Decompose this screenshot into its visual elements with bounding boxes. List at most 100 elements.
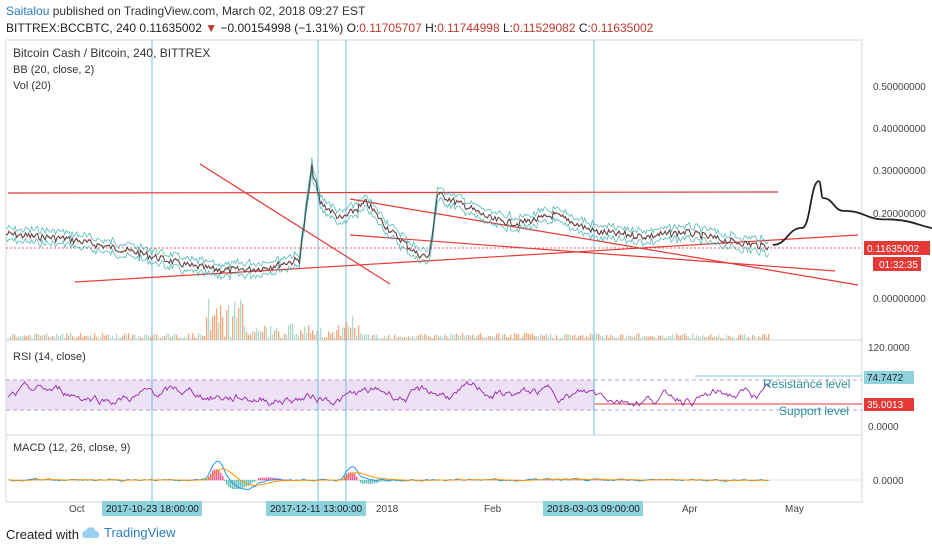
descending-trendline-1[interactable]	[199, 163, 391, 285]
volume-bar	[26, 336, 28, 340]
volume-bar	[728, 335, 730, 340]
volume-bar	[496, 333, 498, 340]
volume-bar	[608, 337, 610, 340]
macd-series[interactable]	[7, 460, 769, 491]
volume-bar	[540, 334, 542, 340]
macd-hist-bar	[376, 480, 378, 484]
volume-bar	[466, 334, 468, 340]
signal-series[interactable]	[8, 468, 768, 486]
volume-bar	[110, 338, 112, 340]
volume-bar	[114, 338, 116, 340]
volume-bar	[292, 323, 294, 340]
support-trendline[interactable]	[74, 234, 859, 283]
main-pane[interactable]	[5, 39, 863, 341]
volume-bar	[58, 336, 60, 340]
volume-bar	[542, 335, 544, 340]
volume-bar	[274, 330, 276, 340]
volume-bar	[450, 333, 452, 340]
volume-bar	[760, 337, 762, 340]
volume-bar	[54, 337, 56, 340]
chart-frame[interactable]: Bitcoin Cash / Bitcoin, 240, BITTREX BB …	[0, 38, 932, 518]
chart-canvas[interactable]: Bitcoin Cash / Bitcoin, 240, BITTREX BB …	[0, 38, 932, 518]
volume-bar	[524, 333, 526, 340]
volume-bar	[118, 337, 120, 340]
volume-bar	[512, 338, 514, 340]
macd-hist-bar	[560, 480, 562, 481]
volume-bar	[736, 338, 738, 340]
volume-bar	[478, 334, 480, 340]
volume-bar	[674, 338, 676, 340]
volume-bar	[284, 333, 286, 340]
price-series[interactable]	[5, 164, 770, 275]
volume-bar	[210, 330, 212, 340]
volume-bar	[650, 336, 652, 340]
volume-bar	[604, 338, 606, 340]
volume-bar	[502, 334, 504, 340]
projection-series[interactable]	[772, 180, 932, 246]
macd-hist-bar	[240, 480, 242, 489]
macd-hist-bar	[602, 479, 604, 481]
volume-bar	[612, 336, 614, 340]
volume-bar	[196, 338, 198, 340]
volume-bar	[416, 335, 418, 340]
macd-hist-bar	[384, 480, 386, 482]
volume-bar	[510, 334, 512, 340]
tradingview-logo[interactable]: TradingView	[80, 525, 176, 540]
volume-bar	[94, 333, 96, 340]
macd-hist-bar	[214, 469, 216, 481]
volume-bar	[280, 337, 282, 340]
bb-line-1	[5, 170, 769, 281]
macd-hist-bar	[350, 472, 352, 481]
volume-bar	[262, 331, 264, 340]
author-link[interactable]: Saitalou	[6, 4, 50, 18]
volume-bar	[702, 335, 704, 340]
volume-bar	[278, 331, 280, 340]
low-value: 0.11529082	[512, 21, 576, 35]
rsi-series[interactable]	[7, 380, 769, 408]
volume-bar	[332, 332, 334, 340]
y-tick-000: 0.00000000	[873, 294, 926, 305]
volume-bar	[294, 334, 296, 340]
resistance-level-text: Resistance level	[763, 377, 850, 391]
volume-bar	[204, 336, 206, 340]
resistance-trendline[interactable]	[7, 191, 779, 194]
volume-bar	[636, 334, 638, 340]
macd-hist-bar	[266, 477, 268, 481]
volume-bar	[394, 334, 396, 340]
volume-bar	[464, 336, 466, 340]
volume-bar	[566, 334, 568, 340]
volume-bar	[194, 337, 196, 340]
x-tick-oct: Oct	[69, 504, 85, 515]
volume-bar	[432, 338, 434, 340]
x-marker-1-text: 2017-10-23 18:00:00	[106, 504, 199, 515]
volume-bar	[434, 335, 436, 340]
bollinger-bands	[5, 157, 769, 281]
volume-bar	[162, 335, 164, 340]
volume-bar	[348, 326, 350, 340]
volume-bar	[358, 325, 360, 340]
volume-bar	[570, 334, 572, 340]
volume-bar	[426, 334, 428, 340]
macd-hist-bar	[368, 480, 370, 484]
ohlc-line: BITTREX:BCCBTC, 240 0.11635002 ▼ −0.0015…	[6, 21, 653, 35]
volume-bar	[754, 336, 756, 340]
volume-bar	[454, 334, 456, 340]
macd-hist-bar	[356, 476, 358, 481]
volume-bar	[10, 336, 12, 340]
resistance-tag	[864, 371, 914, 384]
macd-pane[interactable]	[5, 434, 863, 503]
volume-bar	[192, 333, 194, 340]
volume-bar	[716, 337, 718, 340]
volume-bar	[160, 337, 162, 340]
volume-bar	[594, 336, 596, 340]
volume-bar	[572, 335, 574, 340]
volume-bar	[116, 333, 118, 340]
countdown-tag	[873, 257, 921, 271]
volume-bar	[676, 333, 678, 340]
volume-bar	[404, 337, 406, 340]
volume-bar	[322, 337, 324, 340]
volume-bar	[632, 336, 634, 340]
volume-bar	[180, 337, 182, 340]
vol-label: Vol (20)	[13, 80, 51, 92]
volume-bar	[90, 335, 92, 340]
